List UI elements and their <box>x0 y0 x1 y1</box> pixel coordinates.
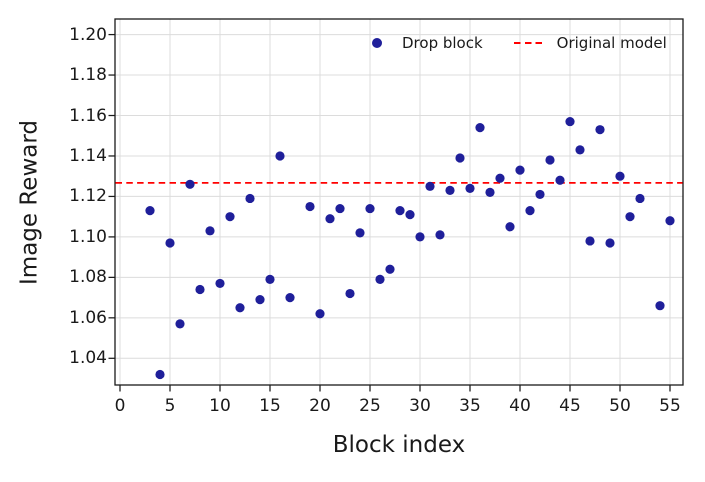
x-tick-label: 15 <box>259 396 281 416</box>
y-tick-label: 1.10 <box>69 226 107 247</box>
axis-ticks <box>108 33 671 392</box>
data-point <box>215 278 225 289</box>
data-point <box>605 238 615 248</box>
dashed-line-icon <box>513 41 546 44</box>
data-point <box>345 288 355 299</box>
y-tick-label: 1.04 <box>69 348 107 369</box>
legend: Drop block Original model <box>372 33 667 52</box>
data-point <box>375 274 385 284</box>
data-point <box>205 226 215 236</box>
y-tick-label: 1.16 <box>69 105 107 126</box>
data-point <box>575 145 585 155</box>
data-point <box>515 165 525 175</box>
data-point <box>445 185 455 195</box>
data-point <box>595 125 605 135</box>
data-point <box>195 284 205 295</box>
data-point <box>165 238 175 248</box>
y-tick-label: 1.18 <box>69 65 107 86</box>
data-point <box>495 173 505 183</box>
data-point <box>465 183 475 193</box>
data-point <box>665 216 675 226</box>
data-point <box>635 193 645 204</box>
data-point <box>435 230 445 240</box>
y-tick-label: 1.20 <box>69 24 107 45</box>
x-tick-label: 20 <box>309 396 331 416</box>
legend-item-drop-block: Drop block <box>372 34 483 52</box>
legend-item-original-model: Original model <box>513 33 667 52</box>
x-tick-label: 0 <box>114 396 126 416</box>
data-point <box>545 155 555 165</box>
x-axis-title: Block index <box>332 432 466 458</box>
scatter-points <box>145 116 675 380</box>
data-point <box>615 171 625 181</box>
data-point <box>555 175 565 185</box>
data-point <box>325 214 335 224</box>
x-tick-label: 50 <box>609 396 631 416</box>
gridlines <box>115 19 683 385</box>
plot-border <box>114 18 684 386</box>
data-point <box>475 123 485 133</box>
x-tick-label: 10 <box>209 396 231 416</box>
data-point <box>425 181 435 191</box>
scatter-dot-icon <box>372 37 382 48</box>
data-point <box>395 205 405 216</box>
data-point <box>175 319 185 329</box>
data-point <box>525 205 535 216</box>
data-point <box>485 187 495 197</box>
data-point <box>415 232 425 242</box>
y-tick-label: 1.08 <box>69 267 107 288</box>
data-point <box>535 189 545 200</box>
x-tick-label: 35 <box>459 396 481 416</box>
data-point <box>245 193 255 204</box>
x-tick-label: 25 <box>359 396 381 416</box>
data-point <box>585 236 595 246</box>
y-tick-label: 1.14 <box>69 145 107 166</box>
data-point <box>315 309 325 319</box>
data-point <box>185 179 195 189</box>
data-point <box>305 201 315 212</box>
data-point <box>255 295 265 305</box>
data-point <box>405 210 415 220</box>
data-point <box>355 228 365 238</box>
data-point <box>335 203 345 214</box>
data-point <box>285 292 295 303</box>
data-point <box>655 301 665 311</box>
data-point <box>235 303 245 313</box>
x-tick-label: 30 <box>409 396 431 416</box>
data-point <box>365 203 375 214</box>
x-tick-label: 55 <box>659 396 681 416</box>
y-tick-label: 1.12 <box>69 186 107 207</box>
x-tick-label: 40 <box>509 396 531 416</box>
data-point <box>275 151 285 161</box>
data-point <box>505 222 515 232</box>
legend-label: Drop block <box>402 33 483 52</box>
x-tick-label: 5 <box>164 396 176 416</box>
data-point <box>145 205 155 216</box>
data-point <box>265 274 275 284</box>
data-point <box>565 116 575 127</box>
x-tick-label: 45 <box>559 396 581 416</box>
data-point <box>225 212 235 222</box>
data-point <box>455 153 465 163</box>
y-axis-title: Image Reward <box>16 120 43 285</box>
legend-label: Original model <box>556 33 667 52</box>
data-point <box>385 264 395 274</box>
y-tick-label: 1.06 <box>69 307 107 328</box>
data-point <box>625 212 635 222</box>
data-point <box>155 369 165 380</box>
